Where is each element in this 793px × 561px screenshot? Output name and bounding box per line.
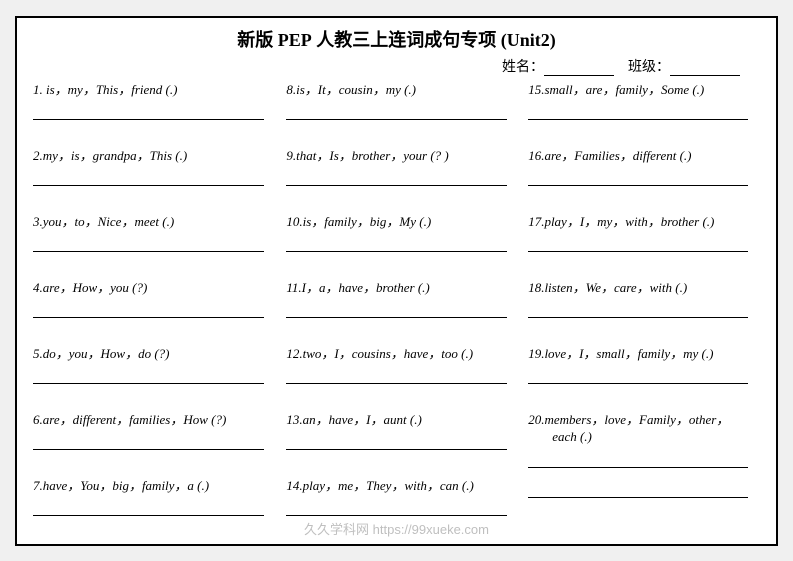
answer-blank [33, 432, 264, 450]
question-item: 18.listen，We，care，with (.) [528, 280, 760, 338]
column-2: 8.is，It，cousin，my (.) 9.that，Is，brother，… [286, 82, 518, 537]
question-text: 19.love，I，small，family，my (.) [528, 346, 760, 364]
question-text: 13.an，have，I，aunt (.) [286, 412, 518, 430]
question-text: 4.are，How，you (?) [33, 280, 276, 298]
answer-blank [286, 102, 506, 120]
title-pep: PEP [278, 30, 312, 50]
question-text: 17.play，I，my，with，brother (.) [528, 214, 760, 232]
question-item: 8.is，It，cousin，my (.) [286, 82, 518, 140]
question-item: 20.members，love，Family，other， each (.) [528, 412, 760, 470]
answer-blank [33, 366, 264, 384]
answer-blank [528, 234, 748, 252]
title-unit: (Unit2) [501, 30, 556, 50]
class-label: 班级： [628, 60, 670, 75]
question-text: 8.is，It，cousin，my (.) [286, 82, 518, 100]
worksheet-page: 新版 PEP 人教三上连词成句专项 (Unit2) 姓名： 班级： 1. is，… [15, 16, 778, 546]
answer-blank [286, 432, 506, 450]
question-text: 6.are，different，families，How (?) [33, 412, 276, 430]
answer-blank [528, 450, 748, 468]
answer-blank [286, 366, 506, 384]
answer-blank [528, 300, 748, 318]
question-item: 1. is，my，This，friend (.) [33, 82, 276, 140]
question-text: 15.small，are，family，Some (.) [528, 82, 760, 100]
page-title: 新版 PEP 人教三上连词成句专项 (Unit2) [33, 26, 760, 52]
question-item: 2.my，is，grandpa，This (.) [33, 148, 276, 206]
answer-blank [528, 366, 748, 384]
question-text: 11.I，a，have，brother (.) [286, 280, 518, 298]
question-item: 11.I，a，have，brother (.) [286, 280, 518, 338]
question-text: 12.two，I，cousins，have，too (.) [286, 346, 518, 364]
answer-blank [33, 300, 264, 318]
question-item: 7.have，You，big，family，a (.) [33, 478, 276, 536]
q20-line1: 20.members，love，Family，other， [528, 412, 729, 427]
question-item: 6.are，different，families，How (?) [33, 412, 276, 470]
title-cn-pre: 新版 [237, 30, 273, 50]
columns: 1. is，my，This，friend (.) 2.my，is，grandpa… [33, 82, 760, 537]
answer-blank [528, 102, 748, 120]
q20-line2: each (.) [552, 429, 592, 444]
answer-blank [33, 102, 264, 120]
question-item-spacer [528, 478, 760, 536]
answer-blank [33, 234, 264, 252]
question-item: 17.play，I，my，with，brother (.) [528, 214, 760, 272]
question-item: 15.small，are，family，Some (.) [528, 82, 760, 140]
answer-blank [528, 168, 748, 186]
answer-blank [33, 168, 264, 186]
question-text: 16.are，Families，different (.) [528, 148, 760, 166]
question-item: 16.are，Families，different (.) [528, 148, 760, 206]
column-1: 1. is，my，This，friend (.) 2.my，is，grandpa… [33, 82, 276, 537]
question-item: 13.an，have，I，aunt (.) [286, 412, 518, 470]
answer-blank [286, 300, 506, 318]
name-blank [544, 62, 614, 76]
name-label: 姓名： [502, 60, 544, 75]
question-text: 1. is，my，This，friend (.) [33, 82, 276, 100]
answer-blank [528, 480, 748, 498]
column-3: 15.small，are，family，Some (.) 16.are，Fami… [528, 82, 760, 537]
question-text: 10.is，family，big，My (.) [286, 214, 518, 232]
question-text: 2.my，is，grandpa，This (.) [33, 148, 276, 166]
question-item: 3.you，to，Nice，meet (.) [33, 214, 276, 272]
class-blank [670, 62, 740, 76]
question-text: 5.do，you，How，do (?) [33, 346, 276, 364]
question-item: 5.do，you，How，do (?) [33, 346, 276, 404]
question-item: 4.are，How，you (?) [33, 280, 276, 338]
question-text: 7.have，You，big，family，a (.) [33, 478, 276, 496]
question-text: 3.you，to，Nice，meet (.) [33, 214, 276, 232]
question-text: 14.play，me，They，with，can (.) [286, 478, 518, 496]
name-row: 姓名： 班级： [33, 56, 760, 76]
answer-blank [286, 168, 506, 186]
question-item: 9.that，Is，brother，your (? ) [286, 148, 518, 206]
answer-blank [33, 498, 264, 516]
answer-blank [286, 234, 506, 252]
question-text: 20.members，love，Family，other， each (.) [528, 412, 760, 448]
watermark-text: 久久学科网 https://99xueke.com [304, 519, 489, 538]
question-item: 12.two，I，cousins，have，too (.) [286, 346, 518, 404]
question-text: 18.listen，We，care，with (.) [528, 280, 760, 298]
question-text: 9.that，Is，brother，your (? ) [286, 148, 518, 166]
question-item: 19.love，I，small，family，my (.) [528, 346, 760, 404]
answer-blank [286, 498, 506, 516]
title-cn-mid: 人教三上连词成句专项 [316, 30, 496, 50]
question-item: 10.is，family，big，My (.) [286, 214, 518, 272]
